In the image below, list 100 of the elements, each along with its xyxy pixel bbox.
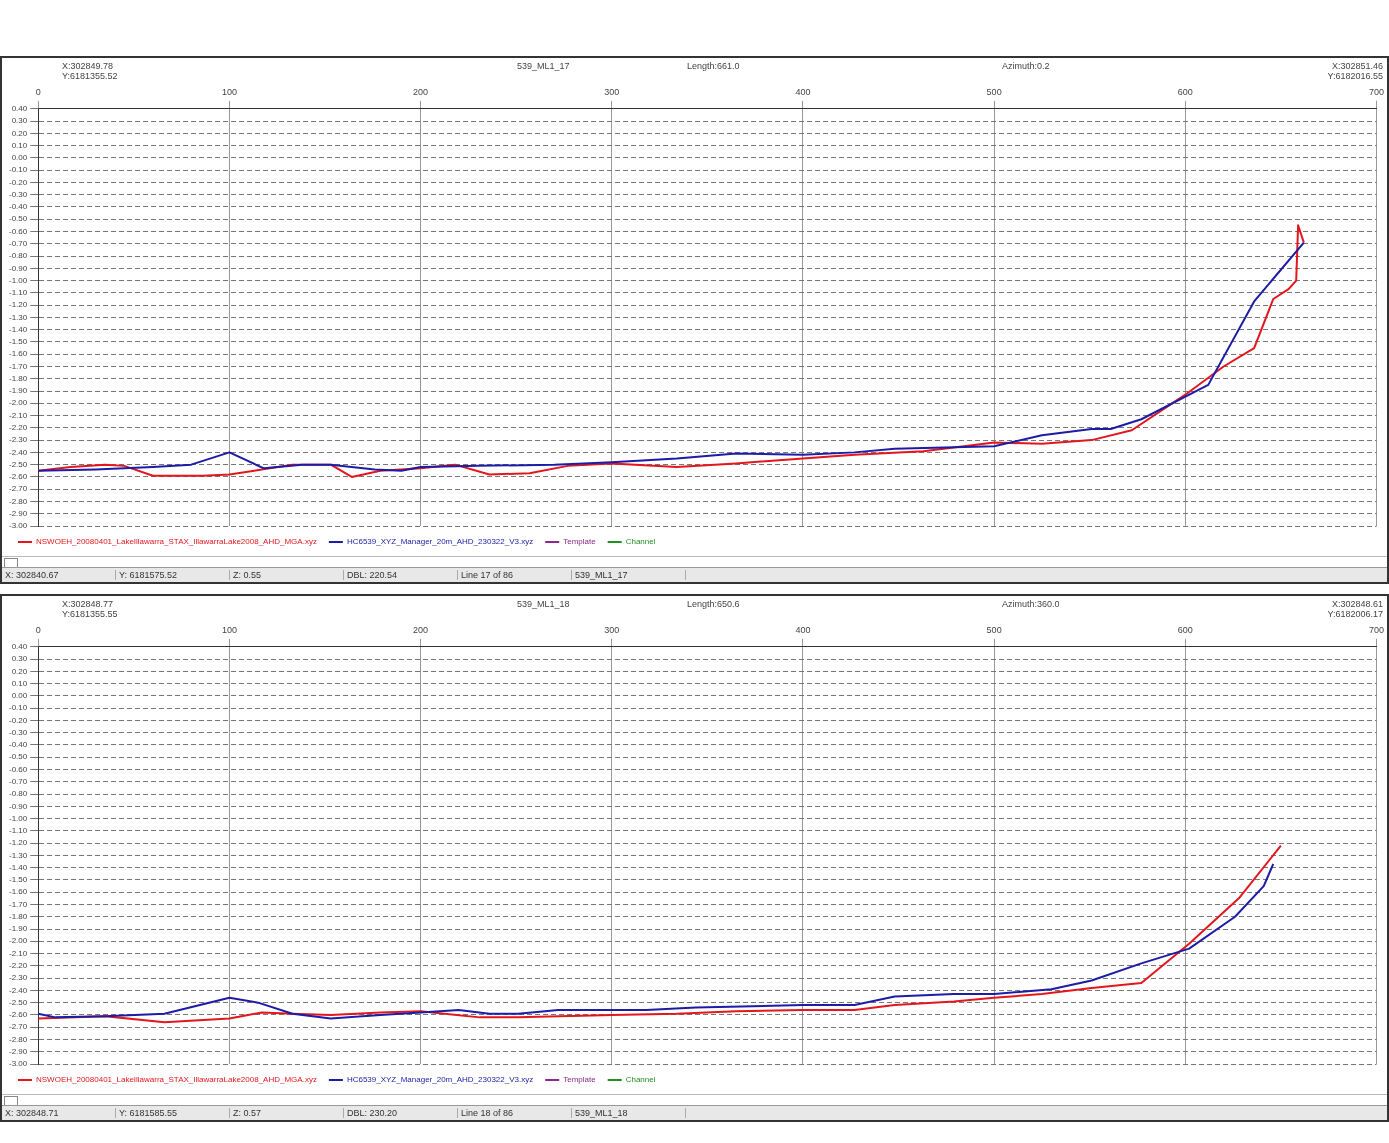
y-tick-label: -1.50 xyxy=(9,337,28,347)
y-tick-label: -3.00 xyxy=(9,1059,28,1069)
x-tick-label: 100 xyxy=(221,86,237,97)
y-tick-label: -0.90 xyxy=(9,801,28,811)
x-tick-label: 500 xyxy=(986,624,1002,635)
y-tick-label: -0.10 xyxy=(9,165,28,175)
y-tick-label: -2.20 xyxy=(9,961,28,971)
y-tick-label: -2.50 xyxy=(9,459,28,469)
x-tick-label: 300 xyxy=(604,624,620,635)
text: Line 17 of 86 xyxy=(458,570,572,580)
y-tick-label: -2.70 xyxy=(9,1022,28,1032)
y-tick-label: -1.70 xyxy=(9,361,28,371)
text: Y: 6181575.52 xyxy=(116,570,230,580)
y-tick-label: -0.20 xyxy=(9,715,28,725)
y-tick-label: -2.00 xyxy=(9,398,28,408)
y-tick-label: -2.00 xyxy=(9,936,28,946)
x-tick-label: 100 xyxy=(221,624,237,635)
y-tick-label: -0.30 xyxy=(9,727,28,737)
y-tick-label: 0.10 xyxy=(11,140,28,150)
y-tick-label: -1.10 xyxy=(9,288,28,298)
y-tick-label: -0.30 xyxy=(9,189,28,199)
y-tick-label: -1.90 xyxy=(9,924,28,934)
y-tick-label: -0.60 xyxy=(9,226,28,236)
text: Length:650.6 xyxy=(687,599,740,609)
chart-title: 539_ML1_17 xyxy=(517,61,570,71)
x-tick-label: 200 xyxy=(413,624,429,635)
y-tick-label: -0.20 xyxy=(9,177,28,187)
text: X:302848.77 Y:6181355.55 xyxy=(62,599,118,619)
text: Azimuth:0.2 xyxy=(1002,61,1050,71)
y-tick-label: 0.40 xyxy=(11,642,28,651)
y-tick-label: -1.70 xyxy=(9,899,28,909)
text: X: 302840.67 xyxy=(2,570,116,580)
y-tick-label: -2.40 xyxy=(9,985,28,995)
y-tick-label: -0.70 xyxy=(9,238,28,248)
y-tick-label: -2.90 xyxy=(9,508,28,518)
y-tick-label: 0.40 xyxy=(11,104,28,113)
legend-label: Template xyxy=(563,1075,597,1085)
text: Azimuth:360.0 xyxy=(1002,599,1060,609)
y-tick-label: -1.40 xyxy=(9,862,28,872)
y-tick-label: -1.00 xyxy=(9,813,28,823)
y-tick-label: 0.00 xyxy=(11,691,28,701)
text: Z: 0.55 xyxy=(230,570,344,580)
x-tick-label: 300 xyxy=(604,86,620,97)
y-tick-label: 0.30 xyxy=(11,654,28,664)
text: Z: 0.57 xyxy=(230,1108,344,1118)
y-tick-label: -1.00 xyxy=(9,275,28,285)
y-tick-label: -0.40 xyxy=(9,202,28,212)
x-tick-label: 700 xyxy=(1368,624,1385,635)
y-tick-label: 0.10 xyxy=(11,678,28,688)
y-tick-label: -0.80 xyxy=(9,251,28,261)
y-tick-label: -1.80 xyxy=(9,911,28,921)
x-tick-label: 400 xyxy=(795,86,811,97)
text: Y: 6181585.55 xyxy=(116,1108,230,1118)
legend-label: Channel xyxy=(625,537,656,547)
y-tick-label: -1.60 xyxy=(9,887,28,897)
chart-title: 539_ML1_18 xyxy=(517,599,570,609)
y-tick-label: -0.50 xyxy=(9,752,28,762)
legend-label: HC6539_XYZ_Manager_20m_AHD_230322_V3.xyz xyxy=(346,1075,534,1085)
text: DBL: 220.54 xyxy=(344,570,458,580)
legend-label: NSWOEH_20080401_LakeIllawarra_STAX_IllawarraLake2008_AHD_MGA.xyz xyxy=(36,1075,317,1085)
text: X:302848.61 Y:6182006.17 xyxy=(1327,599,1383,619)
y-tick-label: -1.20 xyxy=(9,838,28,848)
text: X: 302848.71 xyxy=(2,1108,116,1118)
y-tick-label: -0.10 xyxy=(9,703,28,713)
text: DBL: 230.20 xyxy=(344,1108,458,1118)
y-tick-label: -1.20 xyxy=(9,300,28,310)
y-tick-label: -2.10 xyxy=(9,948,28,958)
y-tick-label: -2.70 xyxy=(9,484,28,494)
y-tick-label: -2.30 xyxy=(9,973,28,983)
y-tick-label: -2.30 xyxy=(9,435,28,445)
x-tick-label: 600 xyxy=(1177,624,1193,635)
legend-label: Template xyxy=(563,537,597,547)
x-tick-label: 600 xyxy=(1177,86,1193,97)
y-tick-label: 0.00 xyxy=(11,153,28,163)
y-tick-label: -2.60 xyxy=(9,1010,28,1020)
y-tick-label: -0.60 xyxy=(9,764,28,774)
y-tick-label: -2.20 xyxy=(9,423,28,433)
y-tick-label: -2.40 xyxy=(9,447,28,457)
y-tick-label: -1.30 xyxy=(9,850,28,860)
text: X:302849.78 Y:6181355.52 xyxy=(62,61,118,81)
legend-label: Channel xyxy=(625,1075,656,1085)
y-tick-label: -1.30 xyxy=(9,312,28,322)
y-tick-label: -1.60 xyxy=(9,349,28,359)
y-tick-label: 0.20 xyxy=(11,666,28,676)
y-tick-label: -2.80 xyxy=(9,496,28,506)
y-tick-label: -2.60 xyxy=(9,472,28,482)
x-tick-label: 0 xyxy=(35,624,41,635)
text: Line 18 of 86 xyxy=(458,1108,572,1118)
text: 539_ML1_17 xyxy=(572,570,686,580)
y-tick-label: -2.90 xyxy=(9,1046,28,1056)
y-tick-label: -0.70 xyxy=(9,776,28,786)
y-tick-label: -1.50 xyxy=(9,875,28,885)
text: Length:661.0 xyxy=(687,61,740,71)
y-tick-label: 0.30 xyxy=(11,116,28,126)
x-tick-label: 700 xyxy=(1368,86,1385,97)
y-tick-label: -1.40 xyxy=(9,324,28,334)
text: 539_ML1_18 xyxy=(572,1108,686,1118)
y-tick-label: -0.90 xyxy=(9,263,28,273)
text: X:302851.46 Y:6182016.55 xyxy=(1327,61,1383,81)
legend-label: NSWOEH_20080401_LakeIllawarra_STAX_IllawarraLake2008_AHD_MGA.xyz xyxy=(36,537,317,547)
